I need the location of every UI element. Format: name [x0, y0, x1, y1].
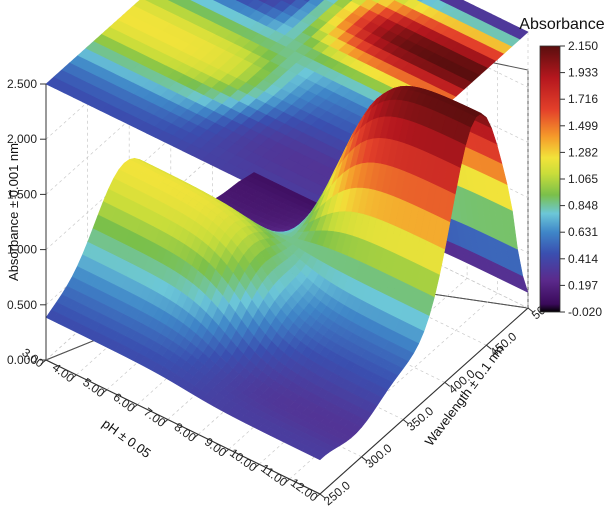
z-tick-label: 2.000	[7, 132, 37, 146]
x-tick	[71, 374, 77, 380]
x-tick	[192, 434, 199, 439]
projection-cell	[167, 0, 183, 5]
surface-cell	[45, 309, 58, 321]
surface	[45, 85, 529, 461]
projection-cell	[439, 0, 452, 4]
x-tick-label: 10.00	[227, 446, 260, 475]
projection-cell	[350, 0, 367, 6]
colorbar-tick-label: 1.716	[568, 92, 598, 106]
x-gridline	[289, 17, 498, 480]
z-tick-label: 0.500	[7, 298, 37, 312]
x-gridline	[258, 2, 468, 465]
y-axis-line	[319, 307, 529, 495]
projection-cell	[280, 0, 296, 5]
x-tick	[101, 389, 108, 395]
projection-cell	[194, 0, 212, 7]
projection-cell	[159, 0, 178, 12]
projection-cell	[446, 0, 465, 9]
x-tick	[132, 404, 138, 410]
y-tick	[319, 493, 326, 499]
x-axis-line	[45, 359, 321, 495]
y-tick	[486, 344, 492, 350]
y-tick-label: 300.0	[363, 441, 395, 471]
colorbar-ticks: 2.150 1.933 1.716 1.499 1.282 1.065 0.848 0.631…	[560, 39, 602, 319]
colorbar-tick-label: 2.150	[568, 39, 598, 53]
projection-cell	[237, 0, 254, 6]
projection-cell	[246, 0, 265, 11]
colorbar: Absorbance 2.150 1.933 1.716 1.499 1.282 1.06…	[519, 16, 604, 319]
projection-cell	[190, 0, 197, 3]
projection-cell	[385, 0, 405, 12]
x-tick	[162, 419, 169, 424]
colorbar-tick-label: -0.020	[568, 305, 602, 319]
x-tick	[284, 478, 290, 484]
x-gridline	[319, 32, 529, 495]
colorbar-tick-label: 0.631	[568, 225, 598, 239]
z-axis: 0.000 0.500 1.000 1.500 2.000 2.500	[7, 77, 47, 367]
y-tick	[402, 419, 409, 424]
projection-cell	[307, 0, 325, 7]
colorbar-tick-label: 0.414	[568, 252, 598, 266]
x-tick-label: 11.00	[258, 461, 290, 490]
projection-cell	[371, 0, 381, 3]
z-tick-label: 1.000	[7, 243, 37, 257]
x-tick	[314, 493, 321, 499]
y-tick	[444, 382, 451, 387]
x-tick	[40, 359, 47, 365]
z-tick-label: 0.000	[7, 353, 37, 367]
y-tick-label: 250.0	[321, 478, 353, 508]
projection-cell	[150, 0, 169, 8]
projection-cell	[133, 0, 152, 11]
x-tick-label: 12.00	[288, 475, 321, 504]
projection-cell	[176, 0, 196, 10]
projection-cell	[326, 0, 339, 4]
colorbar-tick-label: 0.197	[568, 278, 598, 292]
y-axis-title: Wavelength ± 0.1 nm	[422, 342, 508, 449]
projection-cell	[272, 0, 291, 12]
y-tick	[361, 456, 367, 462]
projection-cell	[258, 0, 268, 3]
projection-cell	[263, 0, 282, 8]
colorbar-tick-label: 0.848	[568, 199, 598, 213]
projection-cell	[235, 0, 240, 2]
x-tick	[223, 448, 229, 454]
colorbar-tick-label: 1.065	[568, 172, 598, 186]
projection-cell	[220, 0, 239, 9]
projection-cell	[333, 0, 352, 9]
y-tick	[527, 307, 534, 313]
projection-cell	[420, 0, 438, 7]
projection-cell	[145, 0, 155, 3]
projection-cell	[394, 0, 409, 5]
projection-cell	[416, 0, 423, 2]
colorbar-tick-label: 1.499	[568, 119, 598, 133]
colorbar-tick-label: 1.933	[568, 66, 598, 80]
x-tick	[253, 463, 260, 469]
projection-cell	[403, 0, 422, 10]
projection-cell	[348, 0, 353, 2]
z-tick-label: 1.500	[7, 187, 37, 201]
x-axis-title: pH ± 0.05	[99, 416, 153, 461]
colorbar-tick-label: 1.282	[568, 145, 598, 159]
colorbar-title: Absorbance	[519, 16, 604, 33]
projection-cell	[303, 0, 310, 3]
projection-cell	[376, 0, 395, 8]
colorbar-gradient	[539, 45, 561, 313]
z-axis-title: Absorbance ± 0.001 nm	[6, 143, 21, 281]
projection-cell	[359, 0, 378, 11]
z-tick-label: 2.500	[7, 77, 37, 91]
projection-cell	[289, 0, 309, 10]
projection-cell	[212, 0, 226, 4]
